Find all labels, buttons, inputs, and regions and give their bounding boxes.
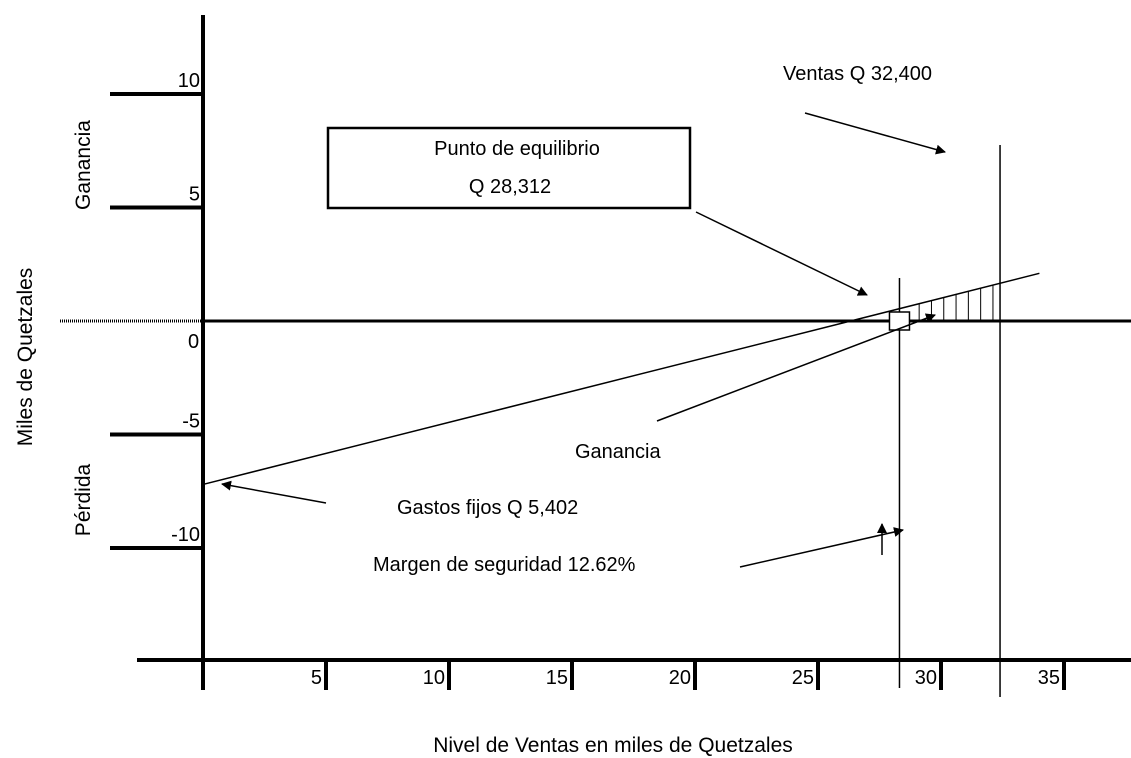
profit-arrow [656,313,936,422]
sales-arrow [804,112,946,155]
y-tick-label: 5 [189,184,200,206]
breakeven-point-marker [888,311,911,331]
breakeven-label-box [326,126,692,210]
fixed-costs-arrow [221,480,327,504]
x-tick-label: 10 [423,667,445,689]
series-line-profit [202,272,1040,486]
safety-margin-annotation: Margen de seguridad 12.62% [373,554,636,576]
x-tick-label: 20 [669,667,691,689]
breakeven-title: Punto de equilibrio [434,138,600,160]
breakeven-arrow [695,211,868,296]
y-ticks: 10 5 0 -5 -10 [110,70,203,550]
fixed-costs-annotation: Gastos fijos Q 5,402 [397,497,578,519]
x-tick-label: 25 [792,667,814,689]
x-ticks: 5 10 15 20 25 30 35 [311,660,1066,690]
x-tick-label: 30 [915,667,937,689]
x-tick-label: 35 [1038,667,1060,689]
x-tick-label: 5 [311,667,322,689]
x-tick-label: 15 [546,667,568,689]
region-label-perdida: Pérdida [72,463,95,536]
safety-margin-arrow-right [739,527,904,568]
y-axis-title: Miles de Quetzales [14,268,37,447]
profit-hatch [918,285,994,321]
x-axis-title: Nivel de Ventas en miles de Quetzales [433,734,793,757]
y-tick-label: -10 [171,524,200,546]
y-tick-label: -5 [182,411,200,433]
profit-annotation: Ganancia [575,441,661,463]
region-label-ganancia: Ganancia [72,120,95,210]
y-tick-label: 10 [178,70,200,92]
breakeven-value: Q 28,312 [469,176,551,198]
y-tick-label: 0 [188,331,199,353]
sales-annotation: Ventas Q 32,400 [783,63,932,85]
